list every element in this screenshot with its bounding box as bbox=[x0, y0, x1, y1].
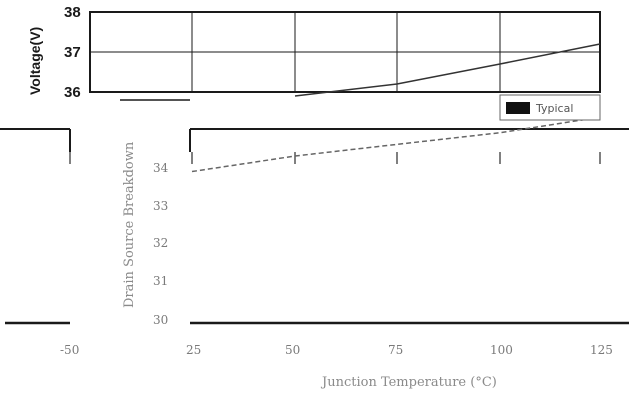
legend: Typical bbox=[499, 94, 601, 121]
y-tick-bottom-1: 31 bbox=[153, 274, 168, 288]
x-tick-1: 25 bbox=[186, 343, 201, 357]
y-axis-title-bottom: Drain Source Breakdown bbox=[122, 141, 137, 308]
series-2-line bbox=[294, 43, 601, 97]
y-tick-top-2: 38 bbox=[64, 4, 81, 21]
legend-swatch bbox=[506, 102, 530, 114]
tick-labels: 36 37 38 30 31 32 33 34 -50 25 50 75 100 125 bbox=[60, 4, 613, 357]
top-panel-grid bbox=[90, 12, 600, 92]
top-panel-frame bbox=[89, 11, 601, 93]
series-1-line bbox=[191, 116, 601, 173]
x-tick-4: 100 bbox=[490, 343, 513, 357]
series-layer bbox=[191, 43, 601, 173]
y-tick-top-0: 36 bbox=[64, 84, 81, 101]
chart-panels bbox=[0, 11, 629, 325]
legend-label: Typical bbox=[535, 102, 573, 115]
y-tick-bottom-2: 32 bbox=[153, 236, 168, 250]
x-tick-5: 125 bbox=[590, 343, 613, 357]
y-tick-bottom-0: 30 bbox=[153, 313, 168, 327]
x-tick-2: 50 bbox=[285, 343, 300, 357]
x-tick-0: -50 bbox=[60, 343, 79, 357]
y-tick-bottom-4: 34 bbox=[153, 161, 169, 175]
y-tick-top-1: 37 bbox=[64, 44, 81, 61]
x-axis-title: Junction Temperature (°C) bbox=[320, 375, 497, 390]
y-axis-title-top: Voltage(V) bbox=[27, 27, 43, 95]
x-tick-3: 75 bbox=[388, 343, 403, 357]
y-tick-bottom-3: 33 bbox=[153, 199, 168, 213]
